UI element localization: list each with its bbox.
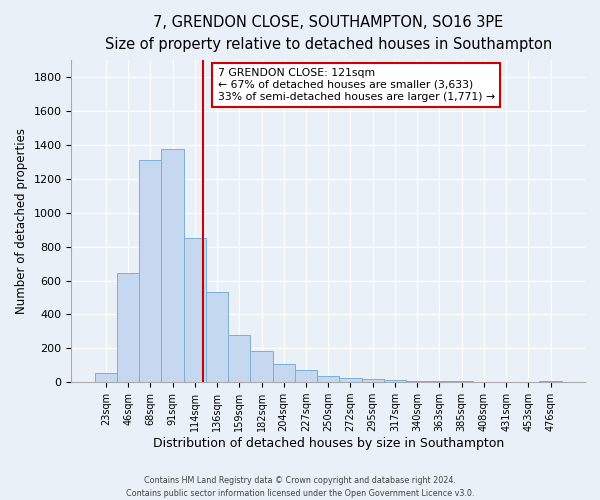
Bar [428, 381, 451, 382]
Bar [206, 292, 228, 382]
Bar [317, 376, 340, 382]
Bar [250, 351, 272, 382]
Bar [139, 160, 161, 382]
Title: 7, GRENDON CLOSE, SOUTHAMPTON, SO16 3PE
Size of property relative to detached ho: 7, GRENDON CLOSE, SOUTHAMPTON, SO16 3PE … [104, 15, 552, 52]
Bar [340, 378, 362, 382]
Bar [406, 380, 428, 382]
Bar [184, 238, 206, 382]
Text: Contains HM Land Registry data © Crown copyright and database right 2024.
Contai: Contains HM Land Registry data © Crown c… [126, 476, 474, 498]
Bar [95, 373, 117, 382]
Bar [295, 370, 317, 382]
Bar [117, 273, 139, 382]
Bar [362, 379, 384, 382]
Bar [161, 150, 184, 382]
Bar [228, 335, 250, 382]
Bar [384, 380, 406, 382]
Y-axis label: Number of detached properties: Number of detached properties [15, 128, 28, 314]
X-axis label: Distribution of detached houses by size in Southampton: Distribution of detached houses by size … [152, 437, 504, 450]
Bar [272, 364, 295, 382]
Text: 7 GRENDON CLOSE: 121sqm
← 67% of detached houses are smaller (3,633)
33% of semi: 7 GRENDON CLOSE: 121sqm ← 67% of detache… [218, 68, 495, 102]
